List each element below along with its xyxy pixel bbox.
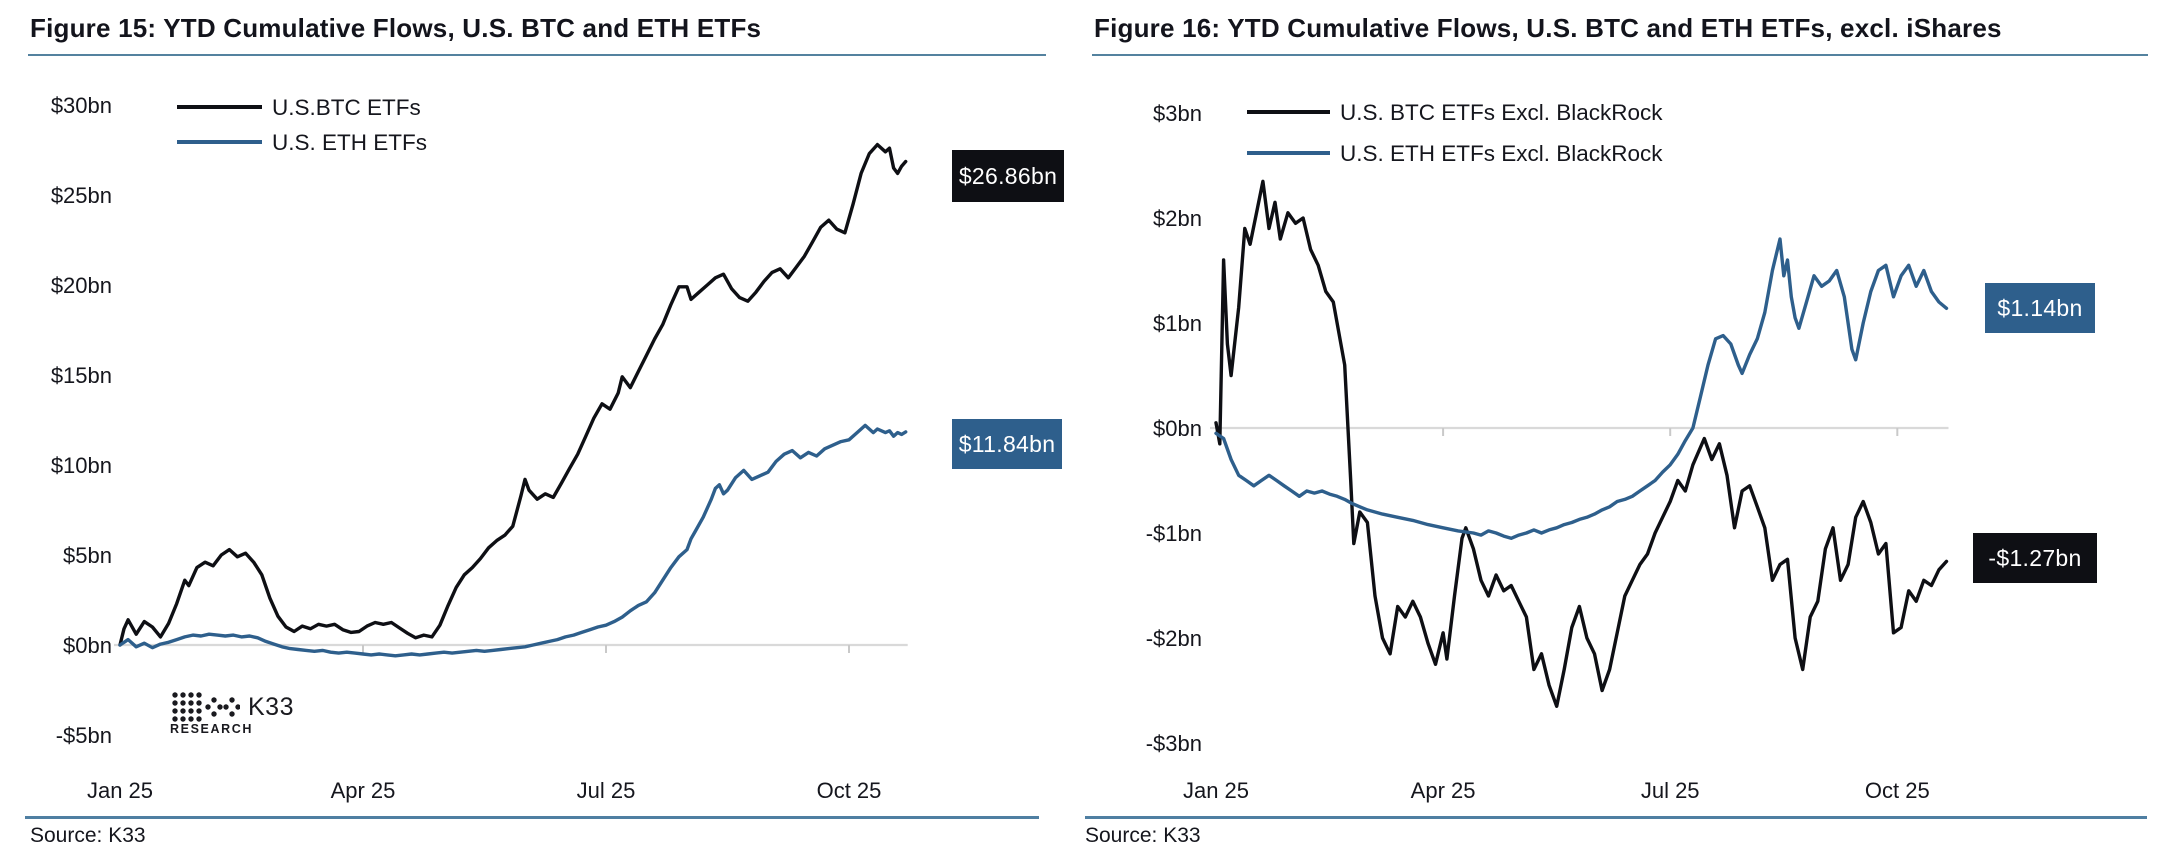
y-axis-tick-label: -$1bn [1146,521,1202,546]
figure-16-title: Figure 16: YTD Cumulative Flows, U.S. BT… [1094,13,2002,43]
figure-16-source: Source: K33 [1085,824,1201,847]
y-axis-tick-label: $1bn [1153,311,1202,336]
x-axis-tick-label: Jan 25 [1183,778,1249,803]
x-axis-tick-label: Jan 25 [87,778,153,803]
series-line [1214,179,1949,708]
figure-16-chart: $3bn $2bn $1bn $0bn -$1bn -$2bn -$3bn Jan 25 Apr… [1146,100,1949,803]
y-axis-tick-label: $0bn [1153,416,1202,441]
y-axis-tick-label: $2bn [1153,206,1202,231]
figure-16-title-underline [1092,54,2148,56]
btc-end-value-label: $26.86bn [952,150,1064,202]
btc-excl-end-value-label: -$1.27bn [1973,533,2097,583]
x-axis-tick-label: Jul 25 [577,778,636,803]
x-axis-tick-label: Oct 25 [1865,778,1930,803]
series-line [118,142,908,647]
x-axis-tick-label: Jul 25 [1641,778,1700,803]
x-axis-tick-label: Apr 25 [1411,778,1476,803]
legend-label: U.S. ETH ETFs Excl. BlackRock [1340,141,1663,166]
x-axis-tick-label: Oct 25 [817,778,882,803]
y-axis-tick-label: $0bn [63,633,112,658]
y-axis-tick-label: -$3bn [1146,731,1202,756]
logo-brand-text: K33 [248,692,294,721]
series-line [118,423,908,658]
y-axis-tick-label: $25bn [51,183,112,208]
y-axis-tick-label: $3bn [1153,101,1202,126]
figure-15-title-underline [28,54,1046,56]
y-axis-tick-label: -$5bn [56,723,112,748]
x-axis-tick-label: Apr 25 [331,778,396,803]
y-axis-tick-label: $20bn [51,273,112,298]
y-axis-tick-label: $10bn [51,453,112,478]
figure-15-title: Figure 15: YTD Cumulative Flows, U.S. BT… [30,13,762,43]
series-line [1214,237,1949,540]
figure-16-bottom-rule [1085,816,2147,819]
legend-label: U.S. BTC ETFs Excl. BlackRock [1340,100,1663,125]
eth-end-value-label: $11.84bn [952,419,1062,469]
y-axis-tick-label: $5bn [63,543,112,568]
k33-research-logo: K33 RESEARCH [170,690,350,750]
legend-label: U.S.BTC ETFs [272,95,421,120]
y-axis-tick-label: $15bn [51,363,112,388]
y-axis-tick-label: $30bn [51,93,112,118]
eth-excl-end-value-label: $1.14bn [1985,283,2095,333]
figure-15-chart: $30bn $25bn $20bn $15bn $10bn $5bn $0bn -$5bn Ja… [51,93,908,803]
figure-15-bottom-rule [25,816,1039,819]
legend-label: U.S. ETH ETFs [272,130,427,155]
y-axis-tick-label: -$2bn [1146,626,1202,651]
figure-15-source: Source: K33 [30,824,146,847]
logo-sub-text: RESEARCH [170,722,253,736]
k33-dot-mark-icon [172,692,240,722]
